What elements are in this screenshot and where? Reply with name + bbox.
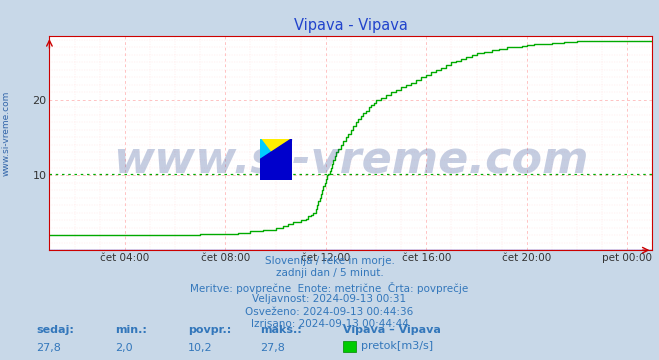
Polygon shape [260, 139, 292, 159]
Text: 27,8: 27,8 [36, 343, 61, 353]
Text: Slovenija / reke in morje.: Slovenija / reke in morje. [264, 256, 395, 266]
Text: sedaj:: sedaj: [36, 325, 74, 335]
Text: Veljavnost: 2024-09-13 00:31: Veljavnost: 2024-09-13 00:31 [252, 294, 407, 304]
Title: Vipava - Vipava: Vipava - Vipava [294, 18, 408, 33]
Text: www.si-vreme.com: www.si-vreme.com [113, 139, 588, 182]
Polygon shape [260, 139, 276, 180]
Text: povpr.:: povpr.: [188, 325, 231, 335]
Text: zadnji dan / 5 minut.: zadnji dan / 5 minut. [275, 268, 384, 278]
Text: 2,0: 2,0 [115, 343, 133, 353]
Text: Vipava – Vipava: Vipava – Vipava [343, 325, 441, 335]
Text: Meritve: povprečne  Enote: metrične  Črta: povprečje: Meritve: povprečne Enote: metrične Črta:… [190, 282, 469, 293]
Text: 27,8: 27,8 [260, 343, 285, 353]
Text: Izrisano: 2024-09-13 00:44:44: Izrisano: 2024-09-13 00:44:44 [250, 319, 409, 329]
Text: pretok[m3/s]: pretok[m3/s] [361, 341, 433, 351]
Polygon shape [260, 139, 292, 180]
Text: min.:: min.: [115, 325, 147, 335]
Text: maks.:: maks.: [260, 325, 302, 335]
Text: Osveženo: 2024-09-13 00:44:36: Osveženo: 2024-09-13 00:44:36 [245, 307, 414, 317]
Text: www.si-vreme.com: www.si-vreme.com [2, 90, 11, 176]
Text: 10,2: 10,2 [188, 343, 212, 353]
